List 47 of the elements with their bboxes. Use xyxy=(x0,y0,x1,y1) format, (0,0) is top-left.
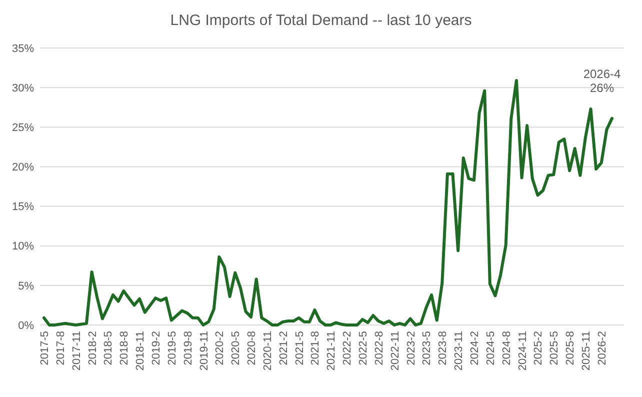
x-tick-label: 2020-11 xyxy=(262,331,274,371)
x-tick-label: 2022-2 xyxy=(342,331,354,366)
x-tick-label: 2021-5 xyxy=(294,331,306,366)
chart-title: LNG Imports of Total Demand -- last 10 years xyxy=(170,12,472,29)
x-tick-label: 2023-8 xyxy=(437,331,450,366)
x-tick-label: 2021-2 xyxy=(278,331,290,366)
x-tick-label: 2022-5 xyxy=(358,331,370,366)
x-tick-label: 2018-11 xyxy=(134,331,147,371)
x-tick-label: 2021-8 xyxy=(310,331,322,366)
x-tick-label: 2021-11 xyxy=(326,331,338,371)
y-tick-label: 35% xyxy=(12,42,34,55)
y-tick-label: 30% xyxy=(12,82,34,94)
x-tick-label: 2023-2 xyxy=(405,331,418,366)
x-tick-label: 2019-5 xyxy=(166,331,178,366)
x-tick-label: 2019-8 xyxy=(182,331,194,366)
x-tick-label: 2018-5 xyxy=(102,331,115,366)
x-tick-label: 2018-2 xyxy=(86,331,99,366)
x-tick-label: 2020-2 xyxy=(214,331,226,366)
x-tick-label: 2024-2 xyxy=(468,331,481,366)
x-tick-label: 2024-8 xyxy=(500,331,513,366)
y-tick-label: 25% xyxy=(12,122,34,134)
x-tick-label: 2017-5 xyxy=(39,331,51,366)
x-tick-label: 2025-8 xyxy=(564,331,577,366)
x-tick-label: 2022-8 xyxy=(373,331,386,366)
x-tick-label: 2023-11 xyxy=(453,331,466,371)
x-tick-label: 2024-11 xyxy=(516,331,529,371)
x-tick-label: 2017-11 xyxy=(70,331,83,371)
x-tick-label: 2017-8 xyxy=(54,331,67,366)
y-tick-label: 20% xyxy=(12,162,34,174)
x-tick-label: 2022-11 xyxy=(389,331,402,371)
x-tick-label: 2020-8 xyxy=(246,331,258,366)
y-tick-label: 10% xyxy=(12,240,34,253)
y-tick-label: 15% xyxy=(12,201,34,214)
annotation: 2026-4 26% xyxy=(583,67,622,95)
y-tick-label: 5% xyxy=(18,280,34,292)
y-tick-label: 0% xyxy=(18,320,34,332)
x-tick-label: 2023-5 xyxy=(421,331,434,366)
x-tick-label: 2020-5 xyxy=(230,331,242,366)
x-tick-label: 2018-8 xyxy=(118,331,131,366)
x-tick-label: 2024-5 xyxy=(484,331,497,366)
x-tick-label: 2026-2 xyxy=(596,331,608,366)
x-tick-label: 2019-11 xyxy=(198,331,210,371)
x-tick-label: 2019-2 xyxy=(150,331,162,366)
x-tick-label: 2025-5 xyxy=(548,331,561,366)
x-tick-label: 2025-11 xyxy=(580,331,592,371)
x-tick-label: 2025-2 xyxy=(532,331,545,366)
line-series xyxy=(42,78,614,326)
